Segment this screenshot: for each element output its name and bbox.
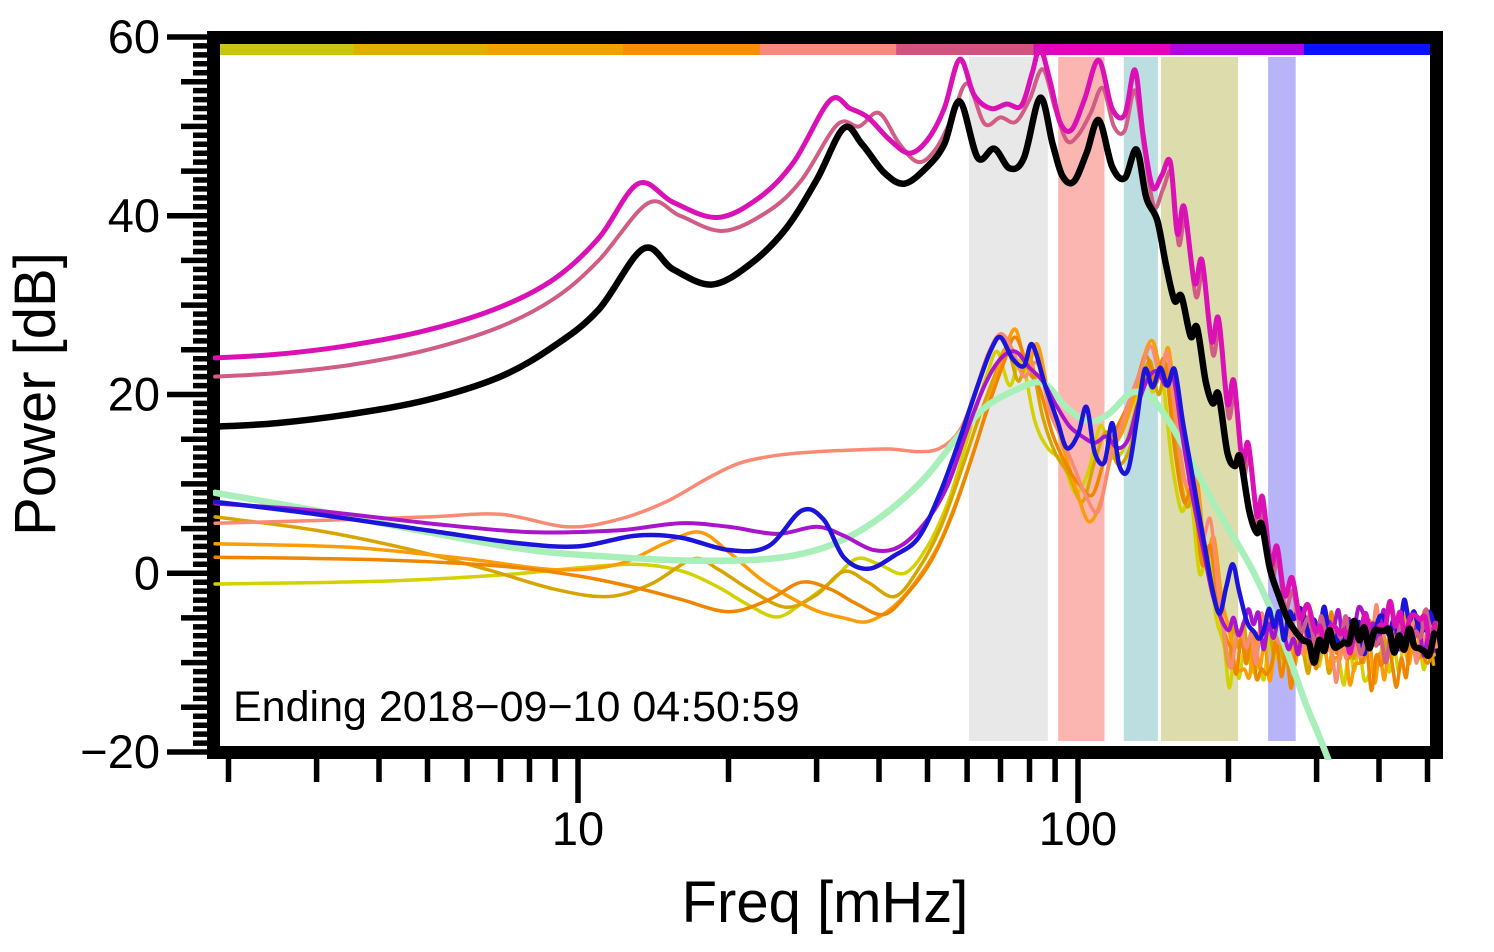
x-tick-label: 100: [1039, 802, 1117, 855]
colorbar-segment-orange: [623, 43, 761, 55]
series-black: [213, 94, 1438, 666]
colorbar-segment-gold: [353, 43, 488, 55]
y-axis-title: Power [dB]: [3, 252, 68, 536]
plot-frame: [207, 31, 1443, 759]
x-axis-title: Freq [mHz]: [681, 870, 969, 935]
frequency-colorbar: [215, 43, 1438, 55]
tick-labels: 60 40 20 0 −20 10 100: [80, 10, 1117, 855]
series-blue: [213, 334, 1437, 657]
colorbar-segment-salmon: [759, 43, 897, 55]
y-tick-label: −20: [80, 725, 160, 778]
colorbar-segment-orange-gold: [487, 43, 624, 55]
y-tick-label: 60: [108, 10, 160, 63]
series-magenta: [213, 46, 1438, 656]
colorbar-segment-rose: [896, 43, 1035, 55]
series-pale-green: [213, 378, 1332, 760]
colorbar-segment-yellow-green: [215, 43, 355, 55]
spectrum-curves: [213, 46, 1439, 760]
y-tick-label: 0: [134, 546, 160, 599]
colorbar-segment-magenta: [1033, 43, 1171, 55]
axis-ticks: [167, 34, 1431, 803]
y-tick-label: 40: [108, 189, 160, 242]
ending-time-annotation: Ending 2018−09−10 04:50:59: [233, 683, 800, 731]
colorbar-segment-violet: [1170, 43, 1305, 55]
colorbar-segment-blue: [1303, 43, 1438, 55]
y-tick-label: 20: [108, 368, 160, 421]
x-tick-label: 10: [552, 802, 604, 855]
